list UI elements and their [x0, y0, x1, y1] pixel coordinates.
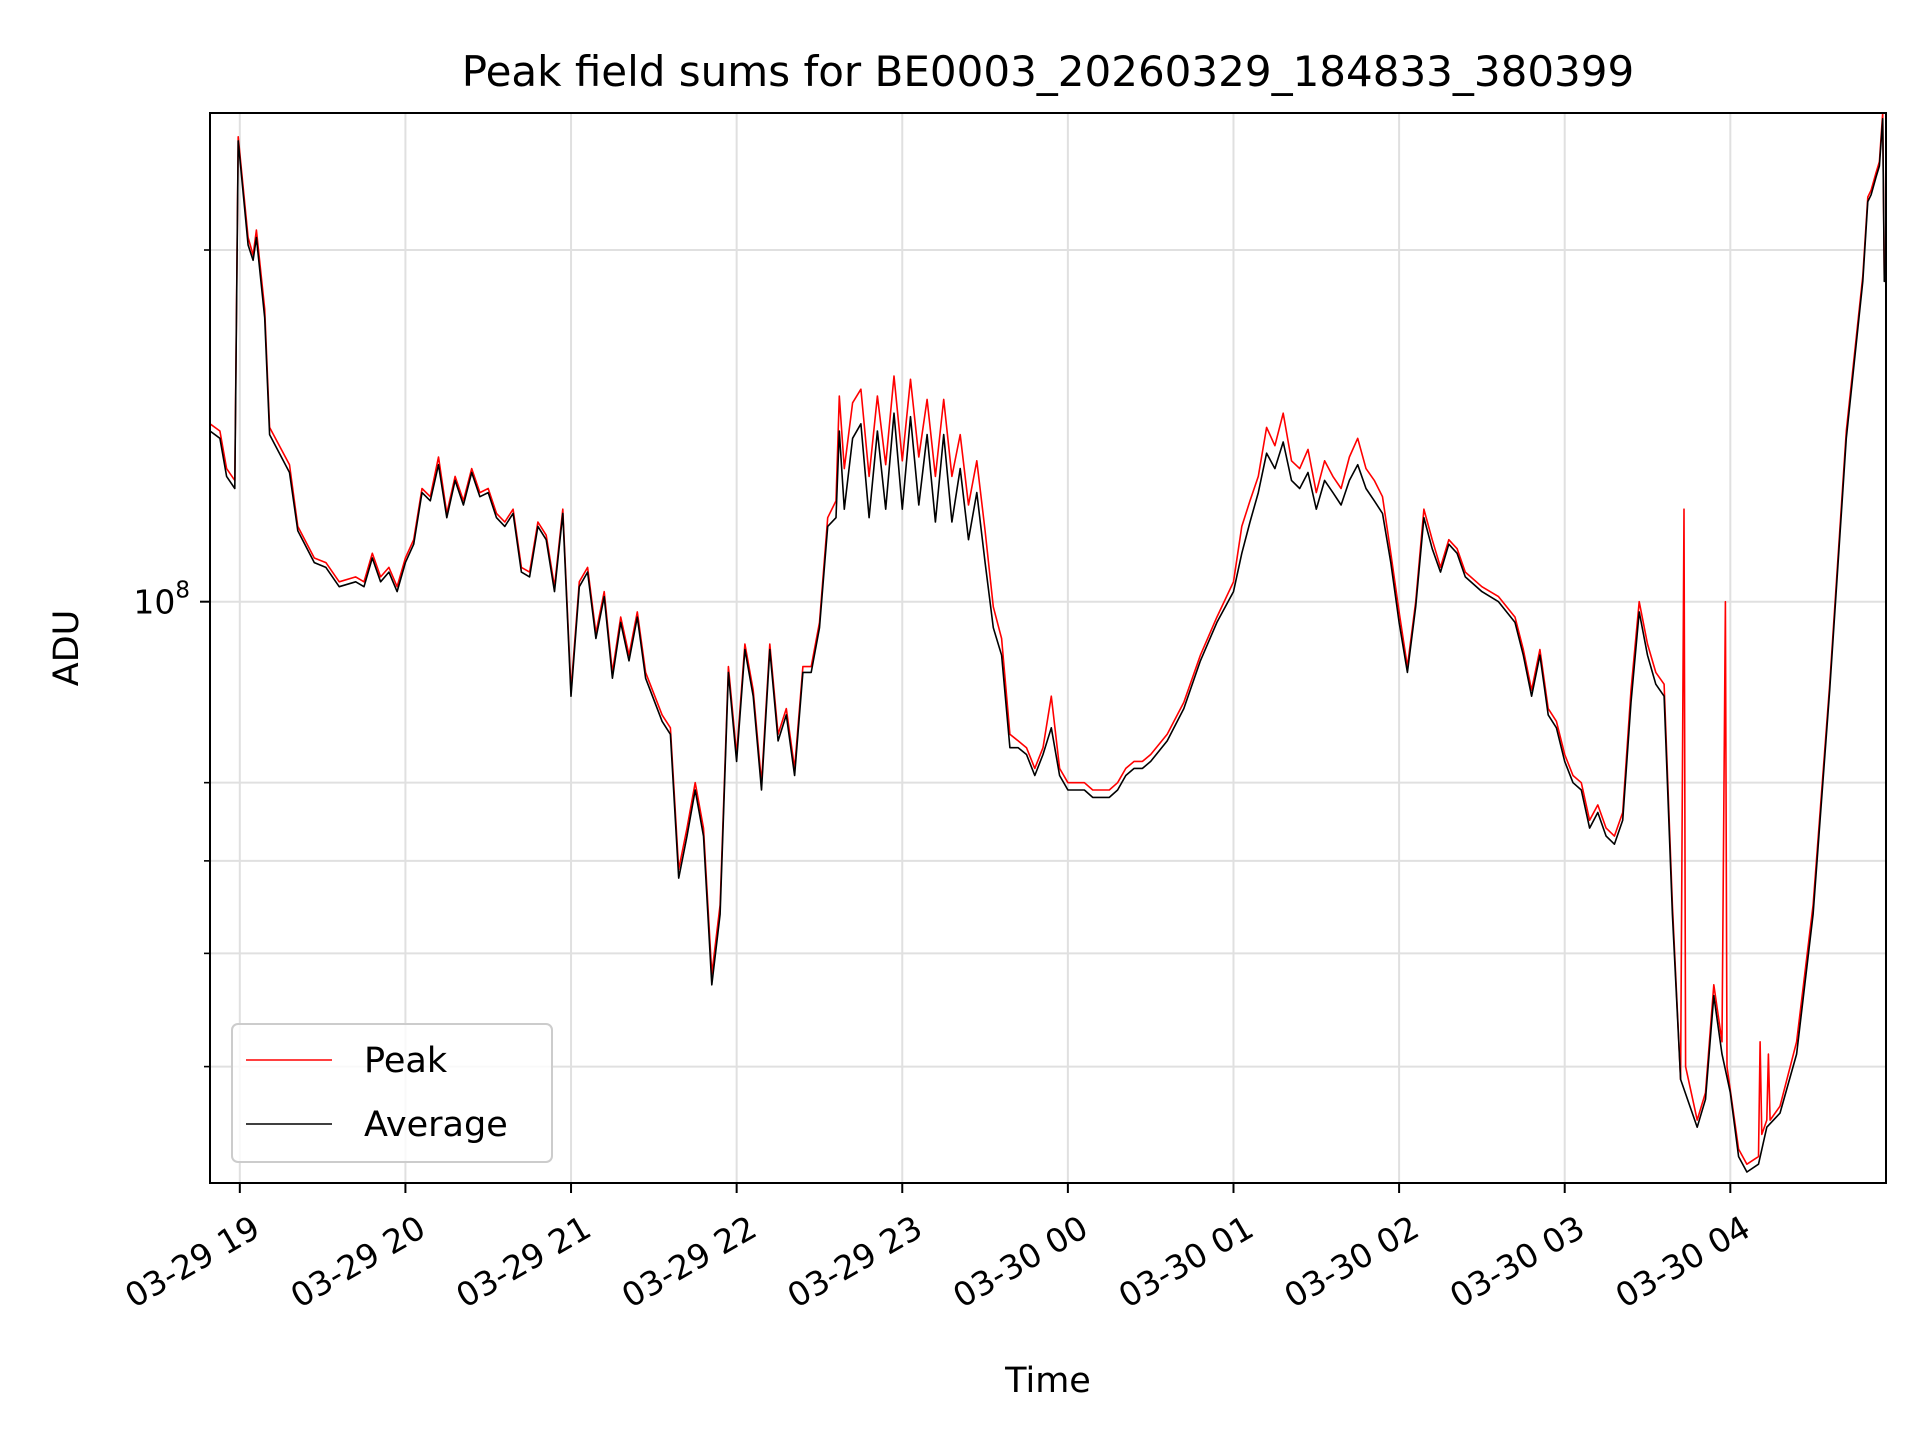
chart-title: Peak field sums for BE0003_20260329_1848…: [462, 47, 1634, 96]
legend-label-peak: Peak: [364, 1041, 448, 1081]
legend-label-average: Average: [364, 1105, 508, 1145]
y-axis: 108: [133, 249, 210, 1068]
legend-box: [231, 1023, 553, 1163]
legend: Peak Average: [231, 1023, 553, 1163]
plot-frame: [209, 112, 1887, 1184]
x-axis-title: Time: [1004, 1361, 1091, 1401]
y-axis-title: ADU: [47, 610, 87, 687]
series-lines: [209, 112, 1887, 1173]
series-line-average: [209, 118, 1887, 1173]
y-tick-label: 108: [133, 578, 190, 622]
series-line-peak: [209, 112, 1887, 1165]
